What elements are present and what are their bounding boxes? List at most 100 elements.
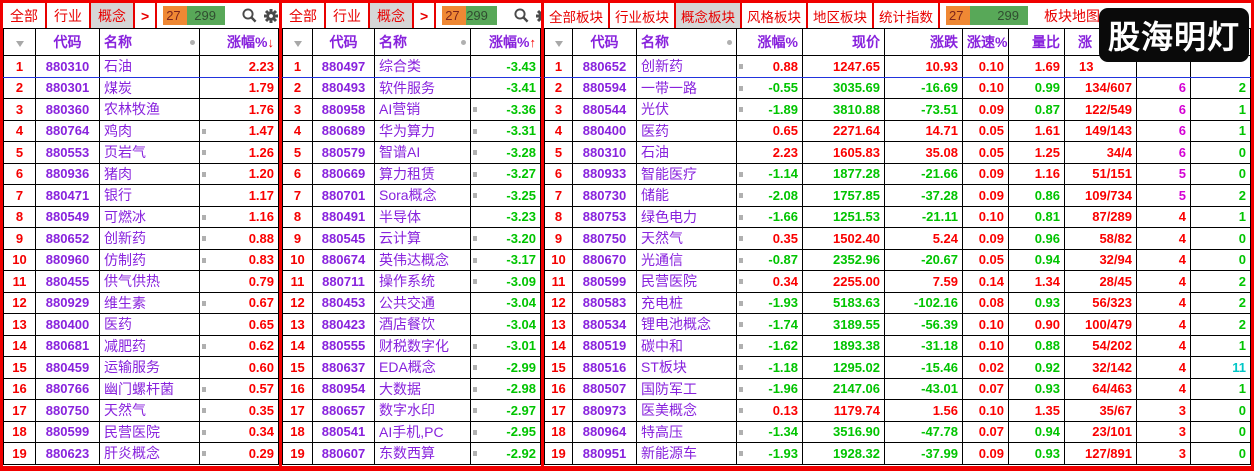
column-header-rowmark[interactable] [282,28,313,56]
table-row[interactable]: 18 880541 AI手机,PC -2.95 [282,420,541,443]
table-row[interactable]: 6 880933 智能医疗 -1.14 1877.28 -21.66 0.09 1.16 51/… [544,162,1251,185]
table-row[interactable]: 8 880753 绿色电力 -1.66 1251.53 -21.11 0.10 0.81 87/… [544,205,1251,228]
stock-code: 880637 [312,356,375,379]
table-row[interactable]: 6 880936 猪肉 1.20 [3,162,279,185]
table-row[interactable]: 5 880579 智谱AI -3.28 [282,141,541,164]
column-header-rowmark[interactable] [544,28,573,56]
table-row[interactable]: 12 880583 充电桩 -1.93 5183.63 -102.16 0.08 0.93 56… [544,291,1251,314]
table-row[interactable]: 3 880360 农林牧渔 1.76 [3,98,279,121]
column-header-code[interactable]: 代码 [35,28,100,56]
table-row[interactable]: 16 880507 国防军工 -1.96 2147.06 -43.01 0.07 0.93 64… [544,377,1251,400]
column-header-rowmark[interactable] [3,28,36,56]
column-header-change[interactable]: 涨幅%↑ [470,28,541,56]
tab-行业[interactable]: 行业 [326,3,370,28]
table-row[interactable]: 1 880652 创新药 0.88 1247.65 10.93 0.10 1.69 13 [544,55,1251,78]
search-icon[interactable] [513,7,530,24]
tab-概念板块[interactable]: 概念板块 [676,3,742,28]
table-row[interactable]: 7 880730 储能 -2.08 1757.85 -37.28 0.09 0.86 109/7… [544,184,1251,207]
tab-行业[interactable]: 行业 [47,3,91,28]
column-header-name[interactable]: 名称 [636,28,737,56]
column-header-label: 涨幅% [489,34,530,50]
sector-name: 碳中和 [636,334,737,357]
table-row[interactable]: 15 880459 运输服务 0.60 [3,356,279,379]
column-header-涨跌[interactable]: 涨跌 [884,28,963,56]
table-row[interactable]: 11 880599 民营医院 0.34 2255.00 7.59 0.14 1.34 28/45… [544,270,1251,293]
table-row[interactable]: 2 880594 一带一路 -0.55 3035.69 -16.69 0.10 0.99 134… [544,76,1251,99]
column-header-code[interactable]: 代码 [572,28,637,56]
column-header-涨速%[interactable]: 涨速% [962,28,1009,56]
column-header-change[interactable]: 涨幅% [736,28,803,56]
table-row[interactable]: 19 880607 东数西算 -2.92 [282,442,541,465]
table-row[interactable]: 4 880764 鸡肉 1.47 [3,119,279,142]
table-row[interactable]: 5 880553 页岩气 1.26 [3,141,279,164]
table-row[interactable]: 14 880681 减肥药 0.62 [3,334,279,357]
tab-全部[interactable]: 全部 [282,3,326,28]
table-row[interactable]: 12 880929 维生素 0.67 [3,291,279,314]
table-row[interactable]: 19 880623 肝炎概念 0.29 [3,442,279,465]
gear-icon[interactable] [263,8,279,24]
tab-概念[interactable]: 概念 [91,3,135,28]
table-row[interactable]: 3 880544 光伏 -1.89 3810.88 -73.51 0.09 0.87 122/5… [544,98,1251,121]
column-header-量比[interactable]: 量比 [1008,28,1065,56]
table-row[interactable]: 8 880491 半导体 -3.23 [282,205,541,228]
table-row[interactable]: 7 880701 Sora概念 -3.25 [282,184,541,207]
table-row[interactable]: 4 880400 医药 0.65 2271.64 14.71 0.05 1.61 149/143… [544,119,1251,142]
column-header-code[interactable]: 代码 [312,28,375,56]
note-marker-icon [202,300,206,306]
table-row[interactable]: 10 880960 仿制药 0.83 [3,248,279,271]
sector-map-link[interactable]: 板块地图 [1044,7,1100,24]
table-row[interactable]: 13 880400 医药 0.65 [3,313,279,336]
gear-icon[interactable] [535,8,541,24]
table-row[interactable]: 13 880534 锂电池概念 -1.74 3189.55 -56.39 0.10 0.90 1… [544,313,1251,336]
table-row[interactable]: 5 880310 石油 2.23 1605.83 35.08 0.05 1.25 34/4 6 0 [544,141,1251,164]
table-row[interactable]: 11 880711 操作系统 -3.09 [282,270,541,293]
tab-全部[interactable]: 全部 [3,3,47,28]
tab-风格板块[interactable]: 风格板块 [742,3,808,28]
tab-概念[interactable]: 概念 [370,3,414,28]
row-number: 1 [282,55,313,78]
table-row[interactable]: 18 880599 民营医院 0.34 [3,420,279,443]
tabs-overflow-arrow[interactable]: > [135,3,158,28]
table-row[interactable]: 15 880516 ST板块 -1.18 1295.02 -15.46 0.02 0.92 32… [544,356,1251,379]
table-row[interactable]: 11 880455 供气供热 0.79 [3,270,279,293]
tab-地区板块[interactable]: 地区板块 [808,3,874,28]
search-icon[interactable] [241,7,258,24]
column-header-name[interactable]: 名称 [99,28,200,56]
table-row[interactable]: 9 880545 云计算 -3.20 [282,227,541,250]
tabs-overflow-arrow[interactable]: > [414,3,437,28]
table-row[interactable]: 8 880549 可燃冰 1.16 [3,205,279,228]
table-row[interactable]: 2 880301 煤炭 1.79 [3,76,279,99]
tab-行业板块[interactable]: 行业板块 [610,3,676,28]
table-row[interactable]: 14 880519 碳中和 -1.62 1893.38 -31.18 0.10 0.88 54/… [544,334,1251,357]
table-row[interactable]: 9 880652 创新药 0.88 [3,227,279,250]
table-row[interactable]: 7 880471 银行 1.17 [3,184,279,207]
table-row[interactable]: 17 880750 天然气 0.35 [3,399,279,422]
table-row[interactable]: 1 880310 石油 2.23 [3,55,279,78]
table-row[interactable]: 13 880423 酒店餐饮 -3.04 [282,313,541,336]
tab-全部板块[interactable]: 全部板块 [544,3,610,28]
table-row[interactable]: 3 880958 AI营销 -3.36 [282,98,541,121]
table-row[interactable]: 9 880750 天然气 0.35 1502.40 5.24 0.09 0.96 58/82 4 0 [544,227,1251,250]
table-row[interactable]: 15 880637 EDA概念 -2.99 [282,356,541,379]
table-row[interactable]: 2 880493 软件服务 -3.41 [282,76,541,99]
column-header-name[interactable]: 名称 [374,28,471,56]
table-row[interactable]: 12 880453 公共交通 -3.04 [282,291,541,314]
table-row[interactable]: 17 880657 数字水印 -2.97 [282,399,541,422]
panel-concept-rank-asc: 全部 行业 概念 >27 299 代码 名称 涨幅%↑ 1 880497 综合类 -3.43 2 8804… [282,3,541,466]
table-row[interactable]: 1 880497 综合类 -3.43 [282,55,541,78]
table-row[interactable]: 16 880954 大数据 -2.98 [282,377,541,400]
table-row[interactable]: 10 880674 英伟达概念 -3.17 [282,248,541,271]
table-row[interactable]: 19 880951 新能源车 -1.93 1928.32 -37.99 0.09 0.93 12… [544,442,1251,465]
table-row[interactable]: 16 880766 幽门螺杆菌 0.57 [3,377,279,400]
table-row[interactable]: 6 880669 算力租赁 -3.27 [282,162,541,185]
table-row[interactable]: 4 880689 华为算力 -3.31 [282,119,541,142]
table-row[interactable]: 18 880964 特高压 -1.34 3516.90 -47.78 0.07 0.94 23/… [544,420,1251,443]
table-row[interactable]: 10 880670 光通信 -0.87 2352.96 -20.67 0.05 0.94 32/… [544,248,1251,271]
tab-统计指数[interactable]: 统计指数 [874,3,940,28]
sector-name: 银行 [99,184,200,207]
table-row[interactable]: 17 880973 医美概念 0.13 1179.74 1.56 0.10 1.35 35/67… [544,399,1251,422]
table-row[interactable]: 14 880555 财税数字化 -3.01 [282,334,541,357]
row-number: 8 [3,205,36,228]
column-header-change[interactable]: 涨幅%↓ [199,28,279,56]
column-header-现价[interactable]: 现价 [802,28,885,56]
